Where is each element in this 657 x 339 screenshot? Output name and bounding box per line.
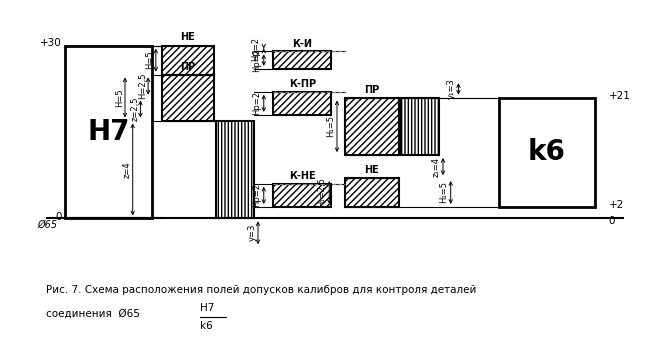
Text: H7: H7 — [87, 118, 130, 146]
Bar — [273, 92, 331, 115]
Text: соединения  Ø65: соединения Ø65 — [46, 308, 140, 318]
Text: НЕ: НЕ — [365, 165, 379, 175]
Text: Hp=2: Hp=2 — [252, 91, 261, 115]
Text: +30: +30 — [39, 38, 61, 48]
Bar — [162, 46, 214, 75]
Bar — [162, 75, 214, 121]
Text: К-ПР: К-ПР — [288, 79, 316, 89]
Bar — [345, 98, 399, 155]
Text: Ø65: Ø65 — [37, 220, 58, 230]
Text: +21: +21 — [609, 91, 631, 101]
Text: Hp=2: Hp=2 — [252, 183, 261, 207]
Bar — [65, 46, 152, 218]
Text: Hp=2: Hp=2 — [252, 48, 261, 72]
Text: z=4: z=4 — [122, 161, 131, 178]
Bar — [273, 184, 331, 207]
Text: 0: 0 — [609, 216, 615, 226]
Text: +2: +2 — [609, 200, 624, 210]
Text: ПР: ПР — [364, 85, 379, 95]
Bar — [215, 121, 254, 218]
Text: Hp=2: Hp=2 — [252, 37, 261, 61]
Text: К-НЕ: К-НЕ — [289, 171, 315, 181]
Text: НЕ: НЕ — [180, 32, 195, 42]
Text: k6: k6 — [200, 321, 213, 331]
Bar — [499, 98, 595, 207]
Text: k6: k6 — [528, 138, 566, 166]
Text: H₁=5: H₁=5 — [440, 181, 449, 203]
Bar — [345, 178, 399, 207]
Text: Рис. 7. Схема расположения полей допусков калибров для контроля деталей: Рис. 7. Схема расположения полей допуско… — [46, 285, 476, 295]
Text: H=2,5: H=2,5 — [138, 73, 147, 99]
Text: H=5: H=5 — [146, 51, 154, 69]
Text: 0: 0 — [55, 212, 61, 222]
Text: К-И: К-И — [292, 39, 312, 48]
Text: H₁=2,5: H₁=2,5 — [317, 178, 326, 207]
Text: H7: H7 — [200, 303, 215, 313]
Text: H=5: H=5 — [115, 88, 124, 107]
Text: ПР: ПР — [180, 62, 195, 72]
Text: z=2,5: z=2,5 — [130, 97, 139, 121]
Bar — [273, 52, 331, 69]
Text: z₁=4: z₁=4 — [432, 157, 441, 177]
Text: y₁=3: y₁=3 — [447, 79, 456, 99]
Bar — [401, 98, 439, 155]
Text: H₁=5: H₁=5 — [326, 115, 335, 137]
Text: y=3: y=3 — [248, 224, 257, 241]
